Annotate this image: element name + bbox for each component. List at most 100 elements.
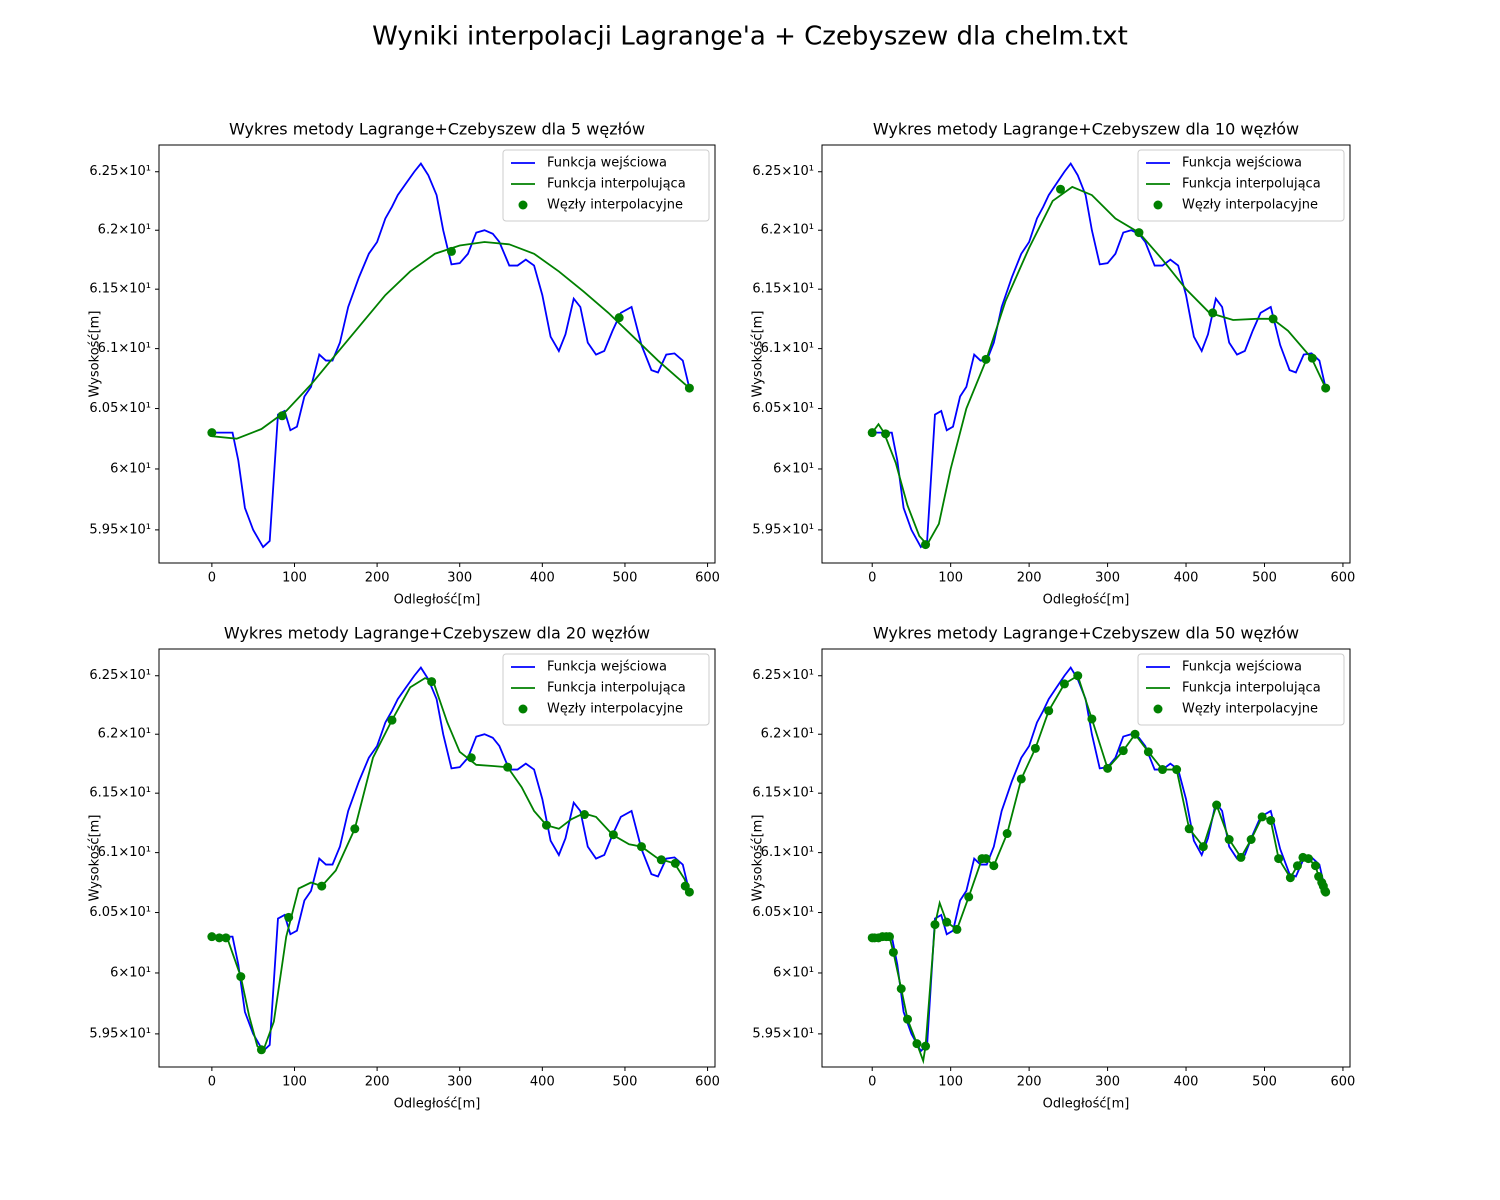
x-tick-label: 200 [365,1075,390,1090]
x-tick-label: 600 [1331,571,1356,586]
x-tick-label: 100 [282,1075,307,1090]
x-tick-label: 400 [1174,1075,1199,1090]
node-point [952,924,962,934]
node-point [207,932,217,942]
legend: Funkcja wejściowa Funkcja interpolująca Wę… [502,149,710,222]
y-tick-label: 6.05×10¹ [752,401,814,416]
node-point [1172,765,1182,775]
y-tick-label: 6×10¹ [773,461,814,476]
node-point [1184,824,1194,834]
node-point [1321,887,1331,897]
subplot-title: Wykres metody Lagrange+Czebyszew dla 5 w… [229,120,645,139]
x-tick-label: 0 [868,1075,876,1090]
x-tick-label: 200 [365,571,390,586]
y-tick-label: 5.95×10¹ [752,1026,814,1041]
legend-box [1137,149,1345,222]
node-point [1307,353,1317,363]
x-tick-label: 500 [613,571,638,586]
x-tick-label: 500 [1252,571,1277,586]
x-axis-label: Odległość[m] [394,593,481,608]
y-tick-label: 6.15×10¹ [89,786,151,801]
y-tick-label: 6.2×10¹ [761,223,814,238]
legend-marker [518,200,528,210]
node-point [1257,812,1267,822]
x-axis-label: Odległość[m] [1043,1097,1130,1112]
node-point [579,810,589,820]
y-axis-label: Wysokość[m] [88,815,103,902]
node-point [207,428,217,438]
axes-frame [821,144,1351,564]
node-point [284,912,294,922]
node-point [317,881,327,891]
x-axis-label: Odległość[m] [394,1097,481,1112]
node-point [1002,829,1012,839]
node-point [684,887,694,897]
node-point [1157,765,1167,775]
x-tick-label: 300 [447,571,472,586]
node-point [1198,842,1208,852]
node-point [614,313,624,323]
line [871,185,1327,547]
node-point [1134,228,1144,238]
axes-frame [821,648,1351,1068]
x-tick-label: 600 [695,571,720,586]
node-point [350,824,360,834]
legend-marker [518,704,528,714]
x-tick-label: 100 [938,1075,963,1090]
node-point [608,830,618,840]
legend-label: Węzły interpolacyjne [1182,198,1318,213]
y-tick-label: 6.25×10¹ [89,164,151,179]
line [872,666,1327,1053]
y-tick-label: 6.1×10¹ [761,341,814,356]
node-point [1118,746,1128,756]
node-point [1224,834,1234,844]
node-point [214,933,224,943]
subplot: Wykres metody Lagrange+Czebyszew dla 10 … [751,120,1356,608]
node-point [867,428,877,438]
x-tick-label: 0 [208,571,216,586]
x-tick-label: 300 [1095,1075,1120,1090]
node-point [921,1041,931,1051]
y-tick-label: 6.05×10¹ [89,401,151,416]
axes-frame [158,648,716,1068]
x-tick-label: 400 [1174,571,1199,586]
y-tick-label: 6.1×10¹ [98,341,151,356]
line [211,677,691,1053]
y-axis-label: Wysokość[m] [88,311,103,398]
node-point [221,933,231,943]
node-point [1030,743,1040,753]
legend-label: Węzły interpolacyjne [1182,702,1318,717]
x-tick-label: 600 [695,1075,720,1090]
subplot-title: Wykres metody Lagrange+Czebyszew dla 10 … [873,120,1299,139]
legend: Funkcja wejściowa Funkcja interpolująca Wę… [502,653,710,726]
subplot: Wykres metody Lagrange+Czebyszew dla 20 … [88,624,720,1112]
legend-label: Funkcja interpolująca [1182,681,1321,696]
y-tick-label: 5.95×10¹ [89,1026,151,1041]
node-point [541,820,551,830]
node-point [1059,679,1069,689]
y-tick-label: 6.2×10¹ [98,727,151,742]
x-tick-label: 100 [282,571,307,586]
x-tick-label: 0 [208,1075,216,1090]
node-point [903,1014,913,1024]
y-tick-label: 6×10¹ [773,965,814,980]
node-point [1266,815,1276,825]
node-point [981,854,991,864]
x-tick-label: 100 [938,571,963,586]
node-point [1130,729,1140,739]
legend-label: Węzły interpolacyjne [547,702,683,717]
y-tick-label: 6.25×10¹ [752,668,814,683]
node-point [1073,671,1083,681]
x-tick-label: 200 [1017,571,1042,586]
x-tick-label: 0 [868,571,876,586]
y-tick-label: 6×10¹ [110,461,151,476]
line [211,162,691,549]
node-point [1285,873,1295,883]
subplot: Wykres metody Lagrange+Czebyszew dla 50 … [751,624,1356,1112]
legend-label: Funkcja interpolująca [547,681,686,696]
node-point [670,858,680,868]
y-tick-label: 6.25×10¹ [89,668,151,683]
x-tick-label: 400 [530,571,555,586]
legend-label: Funkcja wejściowa [547,156,667,171]
